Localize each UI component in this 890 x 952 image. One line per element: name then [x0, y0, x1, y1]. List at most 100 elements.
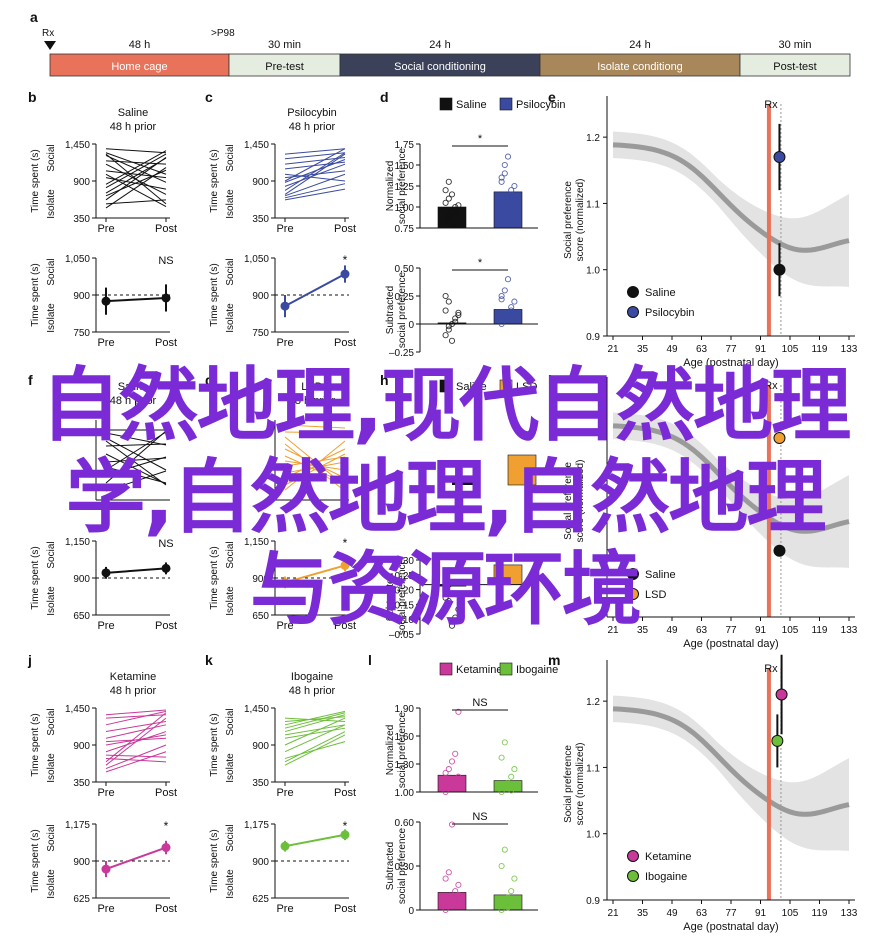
yticklabel-h2-0: –0.30 [389, 556, 414, 567]
annotation-g2: * [343, 536, 348, 550]
point-d-0-11 [445, 178, 452, 185]
subject-line-b-12 [105, 199, 167, 205]
panel-letter-b: b [28, 89, 37, 105]
subject-line-f-10 [105, 431, 167, 471]
subject-line-f-11 [105, 440, 167, 486]
ylabel-m-1: score (normalized) [575, 743, 586, 826]
xticklabel-g2-0: Pre [276, 620, 293, 632]
point-d-1-9 [511, 197, 518, 204]
axis-f2-isolate: Isolate [46, 586, 57, 616]
rx-label-i: Rx [764, 380, 778, 392]
subject-line-g-7 [284, 431, 346, 434]
yticklabel-g2-1: 900 [252, 574, 269, 585]
legend-label-l-1: Ibogaine [516, 664, 558, 676]
panel-letter-i: i [548, 372, 552, 388]
confidence-band-e [613, 131, 849, 287]
bar-h-0 [452, 480, 480, 485]
legend-label-l-0: Ketamine [456, 664, 502, 676]
mean-line-g2 [284, 564, 346, 584]
yticklabel-d-0: 1.75 [395, 140, 415, 151]
legend-label-h-1: LSD [516, 381, 537, 393]
axis-k2-social: Social [225, 824, 236, 851]
legend-label-d-1: Psilocybin [516, 99, 566, 111]
subject-line-c-4 [284, 170, 346, 179]
xticklabel-b2-1: Post [155, 337, 177, 349]
subject-line-k-10 [284, 716, 346, 722]
subject-line-c-2 [284, 148, 346, 155]
legend-label-h-0: Saline [456, 381, 487, 393]
point-d-1-7 [504, 153, 512, 160]
point-l2-0-5 [442, 875, 449, 882]
point-l2-1-6 [501, 846, 508, 853]
subtitle-f: 48 h prior [110, 395, 157, 407]
subject-line-f-2 [105, 437, 167, 471]
point-d2-0-8 [452, 318, 459, 325]
subject-line-c-3 [284, 188, 346, 201]
subject-line-k-9 [284, 724, 346, 736]
mean-point-pre-k2 [280, 841, 290, 851]
point-d-0-6 [445, 195, 452, 202]
bar-h2-1 [493, 564, 523, 585]
axis-c2-isolate: Isolate [225, 303, 236, 333]
point-l2-1-4 [511, 875, 518, 882]
point-d-0-10 [442, 187, 449, 194]
xticklabel-e-4: 77 [725, 344, 737, 355]
axis-b-isolate: Isolate [46, 189, 57, 219]
point-d-0-7 [448, 191, 456, 198]
timeline-duration-3: 24 h [629, 39, 650, 51]
legend-label-e-1: Psilocybin [645, 307, 695, 319]
bar-h-1 [507, 454, 537, 486]
panel-letter-g: g [205, 372, 214, 388]
timeline-segment-4 [739, 53, 851, 77]
point-i-0 [773, 544, 786, 557]
xticklabel-e-3: 63 [696, 344, 708, 355]
yticklabel-k2-2: 625 [252, 894, 269, 905]
point-h2-0-2 [448, 622, 456, 629]
panel-letter-h: h [380, 372, 389, 388]
bar-l-1 [493, 780, 523, 793]
xticklabel-b-0: Pre [97, 223, 114, 235]
annotation-l: NS [472, 697, 487, 709]
yticklabel-g2-2: 650 [252, 611, 269, 622]
axis-b-ylabel: Time spent (s) [30, 149, 41, 213]
point-d2-1-3 [508, 304, 515, 311]
yticklabel-m-3: 0.9 [586, 896, 600, 907]
subject-line-j-6 [105, 744, 167, 770]
xticklabel-m-1: 35 [637, 908, 649, 919]
yticklabel-f2-1: 900 [73, 574, 90, 585]
yticklabel-d2-2: 0 [408, 320, 414, 331]
xticklabel-e-1: 35 [637, 344, 649, 355]
mean-line-b2 [105, 296, 167, 303]
subject-line-b-13 [105, 152, 167, 175]
point-l-0-9 [455, 708, 462, 715]
panel-letter-j: j [27, 652, 32, 668]
bar-l-0 [437, 774, 467, 793]
subject-line-j-1 [105, 731, 167, 753]
rx-line-m [766, 668, 771, 900]
point-l-0-0 [442, 788, 449, 796]
yticklabel-c2-0: 1,050 [244, 254, 269, 265]
yticklabel-j2-2: 625 [73, 894, 90, 905]
ylabel-l-1: social preference [397, 711, 408, 788]
legend-swatch-h-1 [499, 379, 513, 393]
timeline-label-3: Isolate conditiong [597, 61, 683, 73]
panel-letter-d: d [380, 89, 389, 105]
point-d2-0-9 [455, 311, 462, 319]
annotation-k2: * [343, 819, 348, 833]
annotation-b2: NS [158, 255, 173, 267]
yticklabel-m-0: 1.2 [586, 697, 600, 708]
point-d-0-0 [442, 216, 449, 223]
subtitle-j: 48 h prior [110, 685, 157, 697]
yticklabel-m-2: 1.0 [586, 830, 600, 841]
ylabel-d2-0: Subtracted [385, 286, 396, 334]
legend-label-i-0: Saline [645, 569, 676, 581]
yticklabel-d-3: 1.00 [395, 203, 415, 214]
panel-letter-c: c [205, 89, 213, 105]
axis-j2-ylabel: Time spent (s) [30, 829, 41, 893]
axis-k-ylabel: Time spent (s) [209, 713, 220, 777]
timeline-duration-4: 30 min [778, 39, 811, 51]
mean-point-post-b2 [161, 293, 171, 303]
subtitle-k: 48 h prior [289, 685, 336, 697]
subject-line-k-6 [284, 717, 346, 746]
subject-line-k-4 [284, 727, 346, 739]
